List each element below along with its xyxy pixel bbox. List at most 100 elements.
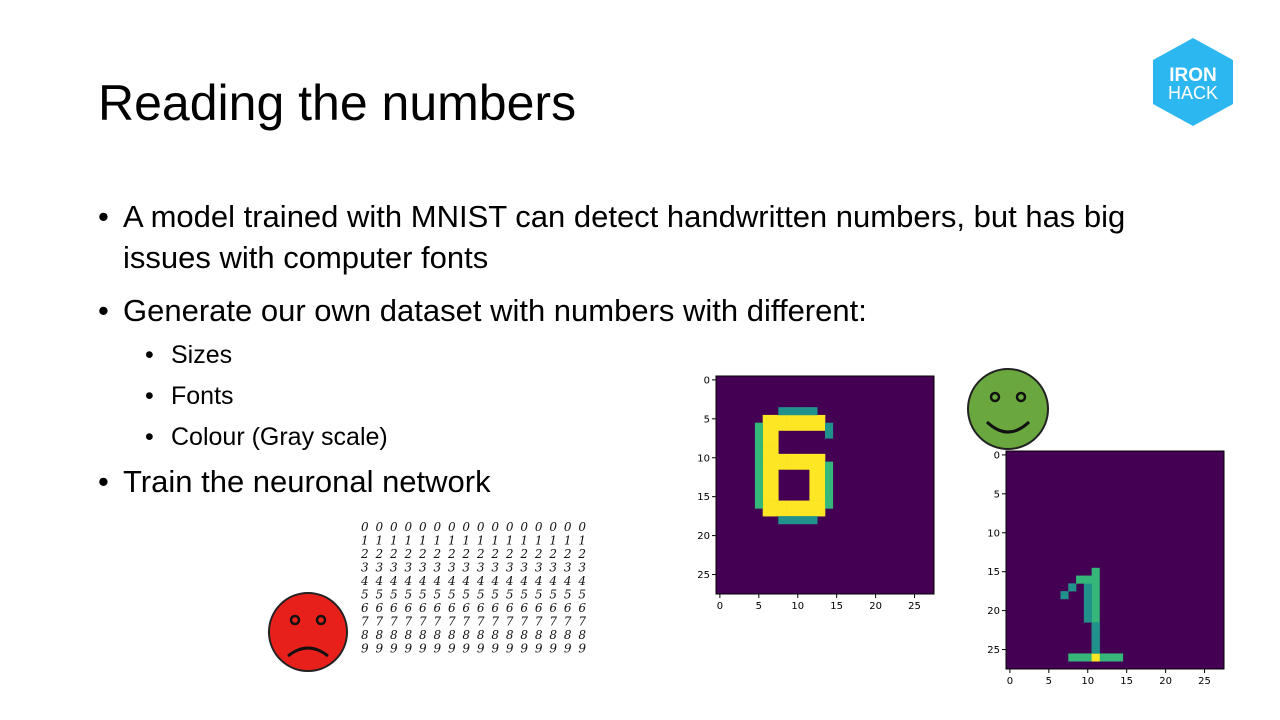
y-tick-label: 20: [697, 531, 710, 542]
pixel: [817, 492, 826, 501]
pixel: [809, 469, 818, 478]
pixel: [786, 500, 795, 509]
pixel: [778, 500, 787, 509]
pixel: [778, 461, 787, 470]
pixel: [809, 414, 818, 424]
pixel: [1083, 575, 1092, 584]
pixel: [1068, 653, 1077, 662]
pixel: [1099, 653, 1108, 662]
pixel: [754, 500, 764, 509]
pixel: [786, 414, 795, 424]
pixel: [793, 407, 802, 416]
bullet-1: A model trained with MNIST can detect ha…: [98, 196, 1158, 278]
slide-title: Reading the numbers: [98, 75, 577, 131]
digit-6-image-plot: 0 0 5 5 10 10 15 15 20 20 25 25: [697, 375, 935, 612]
pixel: [1083, 606, 1092, 615]
pixel: [762, 508, 771, 517]
bullet-2: Generate our own dataset with numbers wi…: [98, 290, 1158, 331]
pixel: [754, 430, 764, 439]
pixel: [801, 516, 810, 525]
happy-face-icon: [967, 368, 1049, 450]
x-tick-label: 5: [756, 601, 762, 612]
pixel: [1091, 653, 1100, 662]
pixel: [1091, 567, 1100, 576]
pixel: [1083, 598, 1092, 608]
pixel: [1076, 653, 1085, 662]
pixel: [801, 461, 810, 470]
sub-bullet-1: Sizes: [98, 335, 1158, 376]
x-tick-label: 10: [791, 601, 804, 612]
pixel: [770, 414, 779, 424]
pixel: [762, 485, 771, 494]
mnist-row: 6 6 6 6 6 6 6 6 6 6 6 6 6 6 6 6: [361, 601, 586, 615]
mnist-row: 8 8 8 8 8 8 8 8 8 8 8 8 8 8 8 8: [361, 628, 586, 642]
pixel: [770, 469, 779, 478]
pixel: [770, 508, 779, 517]
pixel: [754, 446, 764, 455]
x-tick-label: 0: [1007, 676, 1013, 687]
pixel: [1083, 583, 1092, 592]
pixel: [762, 414, 771, 424]
pixel: [762, 492, 771, 501]
y-tick-label: 10: [697, 453, 710, 464]
pixel: [786, 508, 795, 517]
ironhack-logo: IRON HACK: [1153, 38, 1233, 126]
pixel: [770, 453, 779, 462]
pixel: [809, 407, 818, 416]
pixel: [809, 508, 818, 517]
pixel: [825, 430, 834, 439]
pixel: [793, 508, 802, 517]
pixel: [762, 438, 771, 447]
pixel: [825, 461, 834, 470]
pixel: [1091, 622, 1100, 631]
pixel: [754, 453, 764, 462]
pixel: [786, 453, 795, 462]
pixel: [778, 414, 787, 424]
pixel: [762, 477, 771, 486]
x-tick-label: 25: [1198, 676, 1211, 687]
pixel: [801, 422, 810, 431]
pixel: [778, 516, 787, 525]
pixel: [817, 469, 826, 478]
pixel: [809, 461, 818, 470]
pixel: [825, 492, 834, 501]
pixel: [770, 485, 779, 494]
pixel: [1091, 645, 1100, 654]
pixel: [793, 500, 802, 509]
pixel: [1107, 653, 1116, 662]
pixel: [778, 453, 787, 462]
pixel: [809, 516, 818, 525]
y-tick-label: 0: [704, 375, 710, 386]
pixel: [817, 461, 826, 470]
pixel: [793, 461, 802, 470]
pixel: [817, 477, 826, 486]
pixel: [1083, 614, 1092, 623]
pixel: [762, 500, 771, 509]
pixel: [809, 485, 818, 494]
pixel: [1076, 575, 1085, 584]
pixel: [762, 422, 771, 431]
y-tick-label: 25: [697, 570, 710, 581]
pixel: [754, 492, 764, 501]
pixel: [754, 461, 764, 470]
pixel: [817, 422, 826, 431]
pixel: [793, 453, 802, 462]
pixel: [770, 446, 779, 455]
pixel: [1091, 630, 1100, 639]
mnist-row: 4 4 4 4 4 4 4 4 4 4 4 4 4 4 4 4: [360, 574, 586, 588]
mnist-row: 1 1 1 1 1 1 1 1 1 1 1 1 1 1 1 1: [361, 534, 586, 548]
y-tick-label: 20: [987, 606, 1000, 617]
pixel: [786, 422, 795, 431]
pixel: [1091, 591, 1100, 600]
pixel: [770, 492, 779, 501]
pixel: [817, 414, 826, 424]
pixel: [754, 422, 764, 431]
x-tick-label: 0: [717, 601, 723, 612]
pixel: [770, 461, 779, 470]
y-tick-label: 25: [987, 645, 1000, 656]
pixel: [770, 477, 779, 486]
pixel: [754, 485, 764, 494]
pixel: [778, 407, 787, 416]
pixel: [762, 430, 771, 439]
pixel: [809, 492, 818, 501]
